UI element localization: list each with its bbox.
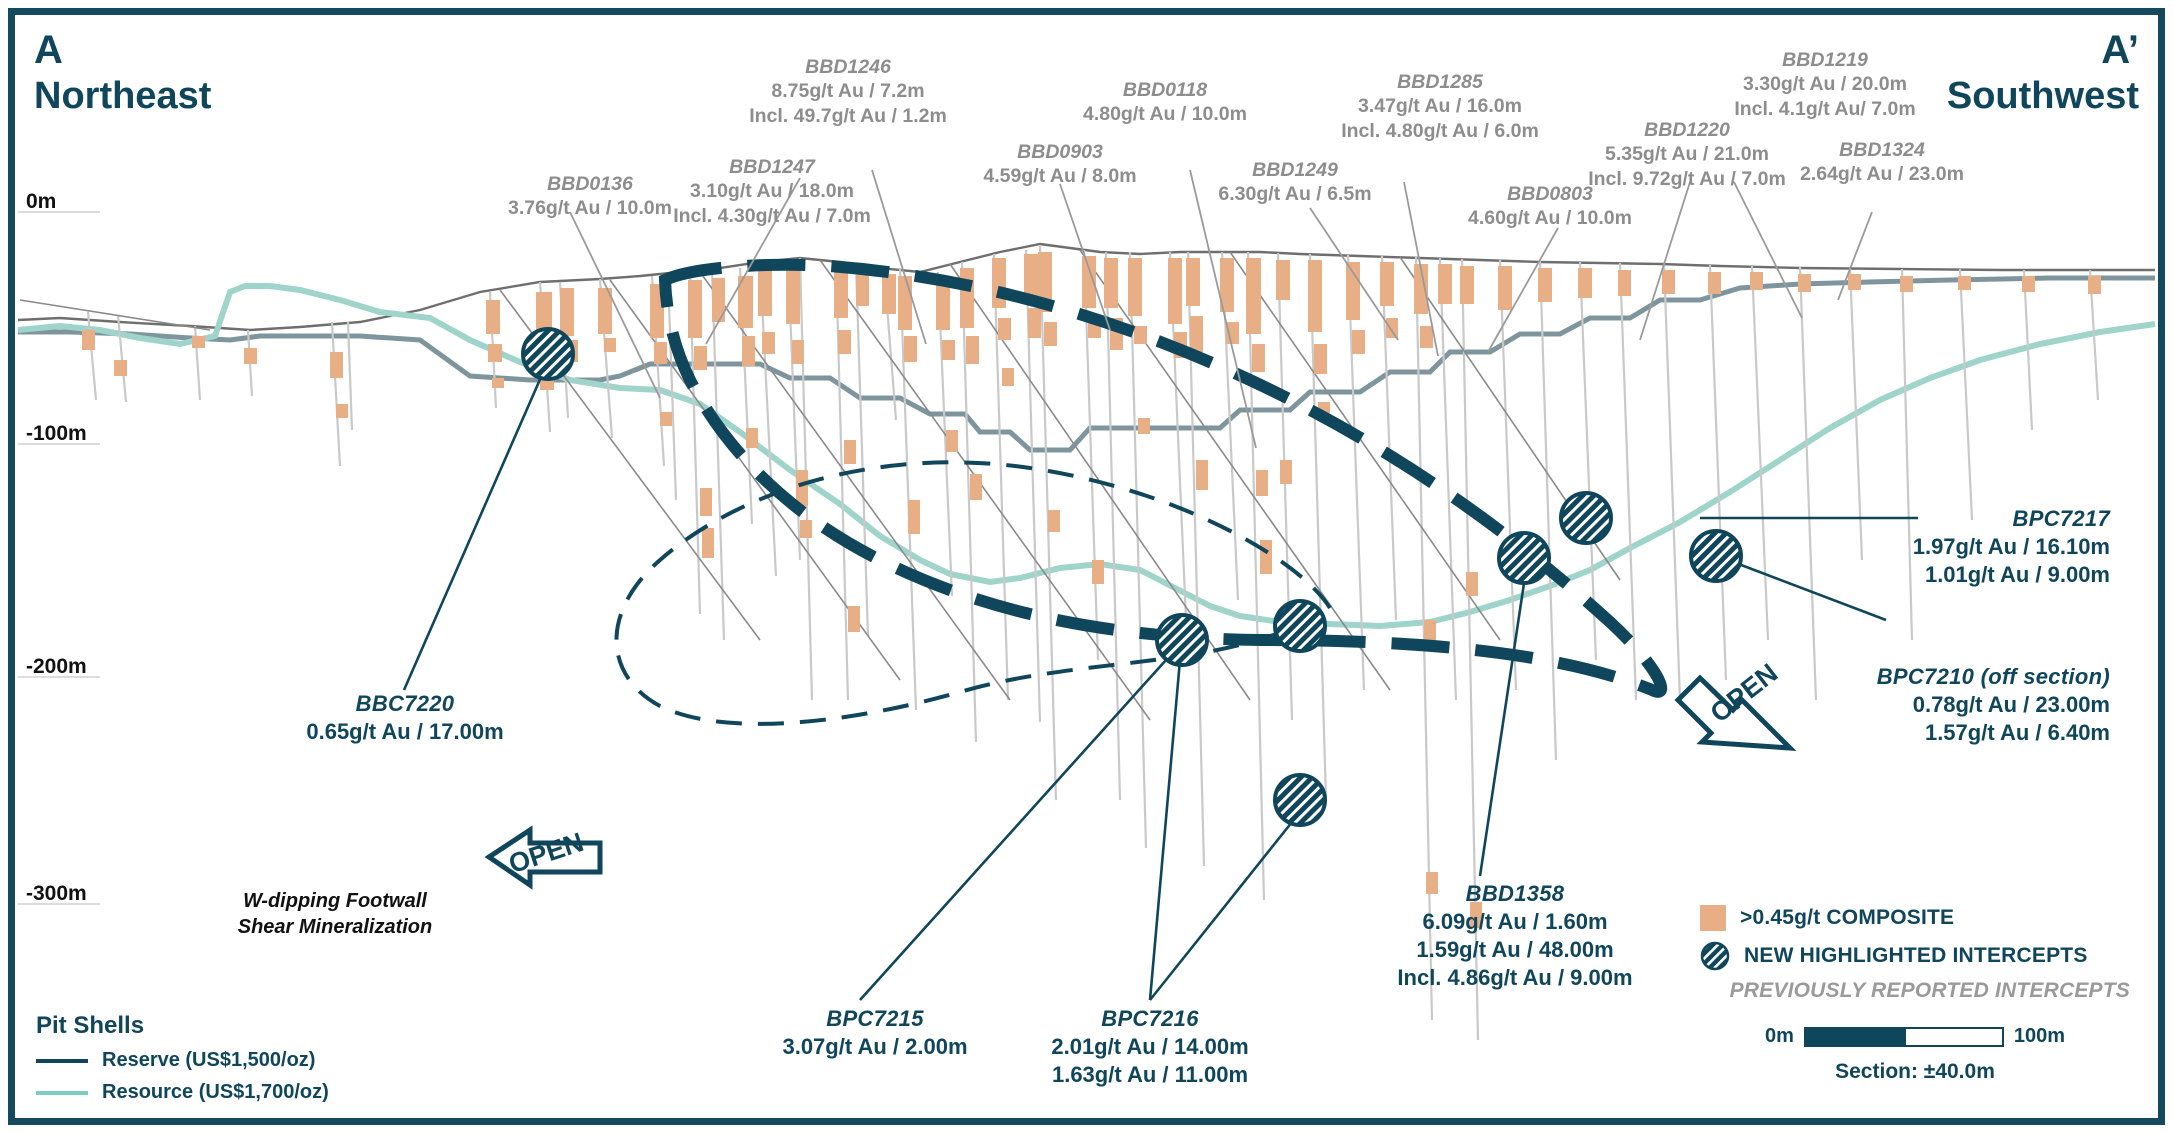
hole-id: BPC7216	[1101, 1006, 1199, 1031]
hole-interval-2: 1.01g/t Au / 9.00m	[1924, 562, 2110, 588]
map-legend: >0.45g/t COMPOSITE NEW HIGHLIGHTED INTER…	[1700, 905, 2130, 1084]
hole-label-bbd1247: BBD1247 3.10g/t Au / 18.0m Incl. 4.30g/t…	[662, 155, 882, 228]
resource-line-swatch	[36, 1090, 88, 1095]
hole-label-bbd0136: BBD0136 3.76g/t Au / 10.0m	[500, 172, 680, 221]
hole-interval: 4.59g/t Au / 8.0m	[983, 165, 1137, 188]
hole-interval: 3.07g/t Au / 2.00m	[782, 1034, 968, 1060]
hole-interval: 3.10g/t Au / 18.0m	[689, 180, 854, 203]
hole-interval-incl: Incl. 9.72g/t Au / 7.0m	[1588, 167, 1786, 190]
section-right-direction: Southwest	[1946, 75, 2139, 117]
footwall-note-line1: W-dipping Footwall	[243, 890, 427, 912]
depth-label-100: -100m	[26, 422, 87, 445]
new-intercepts-label: NEW HIGHLIGHTED INTERCEPTS	[1744, 944, 2088, 967]
footwall-note-line2: Shear Mineralization	[237, 916, 433, 938]
reserve-line-swatch	[36, 1058, 88, 1063]
hole-id: BBD1249	[1252, 159, 1338, 181]
hole-id: BBD0136	[547, 173, 633, 195]
hole-id: BPC7217	[2012, 506, 2110, 531]
hole-id: BBD1220	[1644, 119, 1730, 141]
composite-swatch-icon	[1700, 905, 1726, 931]
hole-interval: 0.65g/t Au / 17.00m	[306, 719, 504, 745]
hole-label-bbd1324: BBD1324 2.64g/t Au / 23.0m	[1762, 138, 2002, 187]
pit-shell-legend-row-resource: Resource (US$1,700/oz)	[36, 1081, 329, 1104]
new-label-bbd1358: BBD1358 6.09g/t Au / 1.60m 1.59g/t Au / …	[1335, 880, 1695, 993]
hole-id: BBD0803	[1507, 183, 1593, 205]
legend-row-new-intercepts: NEW HIGHLIGHTED INTERCEPTS	[1700, 941, 2130, 971]
hole-interval: 4.60g/t Au / 10.0m	[1467, 207, 1632, 230]
hole-interval: 8.75g/t Au / 7.2m	[771, 80, 925, 103]
section-right-letter: A’	[2101, 28, 2139, 72]
hole-id: BPC7215	[826, 1006, 924, 1031]
hole-id: BBD1358	[1465, 881, 1565, 906]
hole-label-bbd1219: BBD1219 3.30g/t Au / 20.0m Incl. 4.1g/t …	[1705, 48, 1945, 121]
scale-bar-graphic	[1803, 1026, 2004, 1047]
section-left-letter: A	[34, 28, 63, 72]
hole-id: BBD0903	[1017, 141, 1103, 163]
composite-label: >0.45g/t COMPOSITE	[1740, 906, 1955, 929]
depth-label-200: -200m	[26, 655, 87, 678]
new-label-bbc7220: BBC7220 0.65g/t Au / 17.00m	[260, 690, 550, 746]
hole-label-bbd0803: BBD0803 4.60g/t Au / 10.0m	[1440, 182, 1660, 231]
hole-interval-2: 1.57g/t Au / 6.40m	[1924, 720, 2110, 746]
hole-interval-1: 1.97g/t Au / 16.10m	[1912, 534, 2110, 560]
hole-interval: 5.35g/t Au / 21.0m	[1604, 143, 1769, 166]
hole-interval: 6.30g/t Au / 6.5m	[1218, 183, 1372, 206]
hole-interval-incl: Incl. 4.1g/t Au/ 7.0m	[1734, 97, 1916, 120]
scale-bar-filled	[1805, 1028, 1904, 1045]
hole-interval: 4.80g/t Au / 10.0m	[1082, 103, 1247, 126]
hole-id: BBD1246	[805, 56, 891, 78]
hole-label-bbd0903: BBD0903 4.59g/t Au / 8.0m	[950, 140, 1170, 189]
hole-id: BPC7210 (off section)	[1876, 664, 2110, 689]
resource-label: Resource (US$1,700/oz)	[102, 1081, 329, 1103]
scale-bar: 0m 100m	[1700, 1025, 2130, 1048]
depth-label-0: 0m	[26, 190, 57, 213]
depth-label-300: -300m	[26, 882, 87, 905]
hole-interval-2: 1.63g/t Au / 11.00m	[1051, 1062, 1249, 1088]
hole-interval: 3.30g/t Au / 20.0m	[1742, 73, 1907, 96]
section-width-label: Section: ±40.0m	[1835, 1060, 1995, 1083]
hole-interval-1: 2.01g/t Au / 14.00m	[1051, 1034, 1249, 1060]
scale-max-label: 100m	[2013, 1025, 2066, 1047]
hole-interval-incl: Incl. 4.80g/t Au / 6.0m	[1341, 119, 1539, 142]
hole-label-bbd1246: BBD1246 8.75g/t Au / 7.2m Incl. 49.7g/t …	[728, 55, 968, 128]
hole-interval-1: 0.78g/t Au / 23.00m	[1912, 692, 2110, 718]
hole-interval: 2.64g/t Au / 23.0m	[1799, 163, 1964, 186]
new-label-bpc7216: BPC7216 2.01g/t Au / 14.00m 1.63g/t Au /…	[1000, 1005, 1300, 1089]
pit-shells-title: Pit Shells	[36, 1012, 145, 1039]
new-label-bpc7215: BPC7215 3.07g/t Au / 2.00m	[740, 1005, 1010, 1061]
hole-interval: 3.76g/t Au / 10.0m	[507, 197, 672, 220]
hole-interval: 3.47g/t Au / 16.0m	[1357, 95, 1522, 118]
hole-id: BBD1324	[1839, 139, 1925, 161]
hole-label-bbd1249: BBD1249 6.30g/t Au / 6.5m	[1185, 158, 1405, 207]
hole-id: BBD1247	[729, 156, 815, 178]
reserve-label: Reserve (US$1,500/oz)	[102, 1049, 316, 1071]
hole-label-bbd1285: BBD1285 3.47g/t Au / 16.0m Incl. 4.80g/t…	[1320, 70, 1560, 143]
new-label-bpc7210: BPC7210 (off section) 0.78g/t Au / 23.00…	[1740, 663, 2110, 747]
hole-interval-2: 1.59g/t Au / 48.00m	[1416, 937, 1614, 963]
hole-label-bbd1220: BBD1220 5.35g/t Au / 21.0m Incl. 9.72g/t…	[1562, 118, 1812, 191]
hole-id: BBD1285	[1397, 71, 1483, 93]
scale-bar-empty	[1903, 1028, 2002, 1045]
footwall-note: W-dipping Footwall Shear Mineralization	[170, 888, 500, 940]
hole-id: BBC7220	[355, 691, 455, 716]
hole-interval-1: 6.09g/t Au / 1.60m	[1422, 909, 1608, 935]
hole-label-bbd0118: BBD0118 4.80g/t Au / 10.0m	[1055, 78, 1275, 127]
pit-shells-legend: Pit Shells Reserve (US$1,500/oz) Resourc…	[36, 1012, 329, 1104]
hole-interval-incl: Incl. 49.7g/t Au / 1.2m	[749, 104, 947, 127]
section-left-direction: Northeast	[34, 75, 212, 117]
new-label-bpc7217: BPC7217 1.97g/t Au / 16.10m 1.01g/t Au /…	[1780, 505, 2110, 589]
scale-min-label: 0m	[1764, 1025, 1794, 1047]
hole-id: BBD0118	[1122, 79, 1208, 101]
previously-reported-label: PREVIOUSLY REPORTED INTERCEPTS	[1729, 979, 2130, 1002]
legend-row-composite: >0.45g/t COMPOSITE	[1700, 905, 2130, 931]
hole-id: BBD1219	[1782, 49, 1868, 71]
hole-interval-incl: Incl. 4.86g/t Au / 9.00m	[1397, 965, 1633, 991]
pit-shell-legend-row-reserve: Reserve (US$1,500/oz)	[36, 1049, 329, 1072]
hole-interval-incl: Incl. 4.30g/t Au / 7.0m	[673, 204, 871, 227]
hatched-circle-icon	[1700, 941, 1730, 971]
